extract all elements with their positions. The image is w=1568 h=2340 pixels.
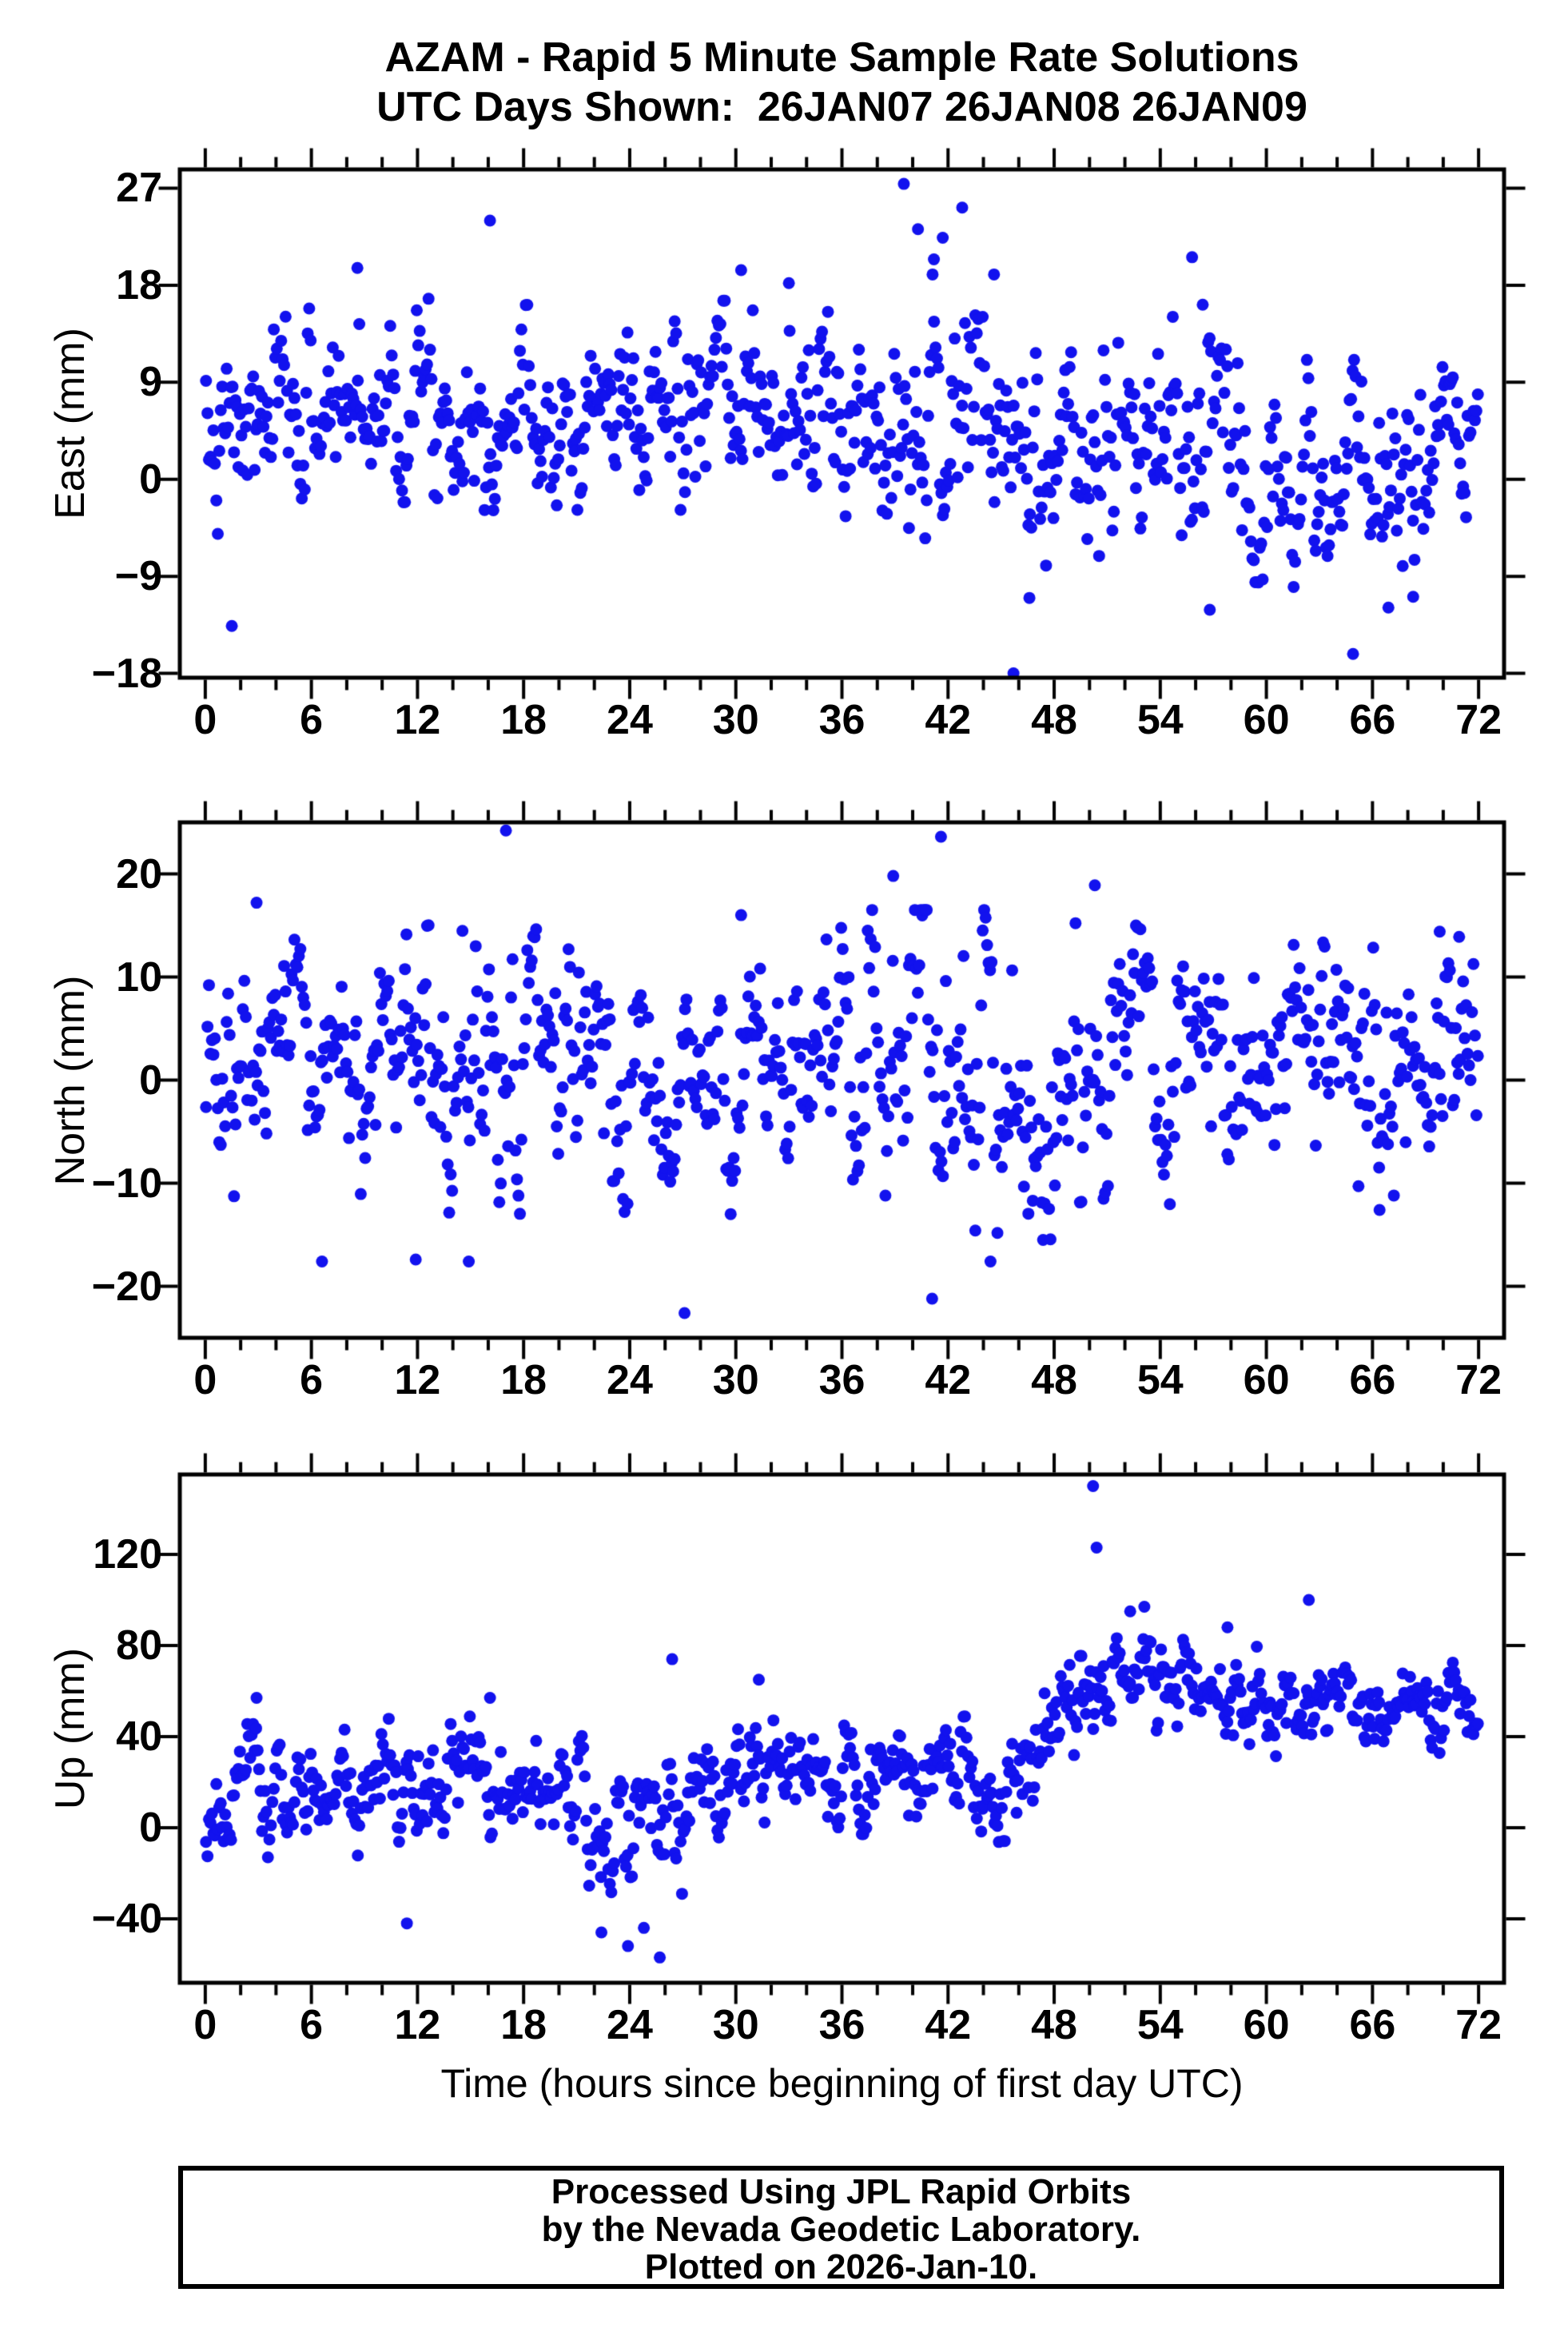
x-tick-label-up: 36 (818, 2002, 866, 2048)
x-tick-label-up: 18 (500, 2002, 547, 2048)
x-tick-label-north: 72 (1455, 1357, 1502, 1403)
y-tick-label-north: −20 (91, 1263, 162, 1310)
x-tick-label-east: 30 (712, 697, 759, 743)
x-tick-label-up: 66 (1349, 2002, 1396, 2048)
x-tick-label-up: 72 (1455, 2002, 1502, 2048)
x-tick-label-up: 6 (300, 2002, 324, 2048)
x-tick-label-north: 30 (712, 1357, 759, 1403)
footer-line-3: Plotted on 2026-Jan-10. (644, 2247, 1038, 2286)
x-tick-label-north: 24 (607, 1357, 653, 1403)
y-tick-label-east: −9 (114, 553, 162, 600)
y-tick-label-north: 20 (116, 850, 162, 897)
x-tick-label-east: 66 (1349, 697, 1396, 743)
y-tick-label-north: 0 (139, 1057, 162, 1104)
x-tick-label-east: 54 (1136, 697, 1184, 743)
x-tick-label-east: 6 (300, 697, 324, 743)
y-tick-label-north: 10 (116, 953, 162, 1001)
x-tick-label-east: 48 (1031, 697, 1077, 743)
y-tick-label-east: −18 (91, 650, 162, 697)
x-tick-label-east: 42 (925, 697, 972, 743)
plot-subtitle: UTC Days Shown: 26JAN07 26JAN08 26JAN09 (376, 84, 1307, 130)
x-tick-label-north: 36 (818, 1357, 866, 1403)
y-tick-label-up: 80 (116, 1622, 162, 1669)
x-tick-label-east: 72 (1455, 697, 1502, 743)
x-tick-label-north: 6 (300, 1357, 324, 1403)
x-tick-label-north: 66 (1349, 1357, 1396, 1403)
x-tick-label-up: 42 (925, 2002, 972, 2048)
y-tick-label-east: 0 (139, 456, 162, 503)
x-tick-label-east: 0 (193, 697, 217, 743)
x-tick-label-up: 0 (193, 2002, 217, 2048)
plot-title: AZAM - Rapid 5 Minute Sample Rate Soluti… (384, 34, 1299, 81)
y-tick-label-up: 40 (116, 1713, 162, 1760)
y-tick-label-east: 9 (139, 359, 162, 406)
footer-line-1: Processed Using JPL Rapid Orbits (551, 2172, 1132, 2211)
x-tick-label-up: 24 (607, 2002, 653, 2048)
x-tick-label-east: 24 (607, 697, 653, 743)
x-tick-label-up: 54 (1136, 2002, 1184, 2048)
x-tick-label-north: 42 (925, 1357, 972, 1403)
x-tick-label-east: 36 (818, 697, 866, 743)
footer-box: Processed Using JPL Rapid Orbits by the … (178, 2166, 1504, 2289)
y-tick-label-up: 120 (93, 1531, 162, 1578)
footer-line-2: by the Nevada Geodetic Laboratory. (541, 2210, 1141, 2249)
y-tick-label-east: 27 (116, 165, 162, 212)
x-tick-label-up: 60 (1243, 2002, 1290, 2048)
y-tick-label-up: 0 (139, 1804, 162, 1851)
x-tick-label-up: 12 (394, 2002, 441, 2048)
x-tick-label-up: 48 (1031, 2002, 1077, 2048)
x-tick-label-north: 54 (1136, 1357, 1184, 1403)
x-axis-label: Time (hours since beginning of first day… (440, 2061, 1244, 2106)
x-tick-label-north: 0 (193, 1357, 217, 1403)
x-tick-label-north: 60 (1243, 1357, 1290, 1403)
x-tick-label-east: 60 (1243, 697, 1290, 743)
x-tick-label-north: 12 (394, 1357, 441, 1403)
x-tick-label-north: 48 (1031, 1357, 1077, 1403)
y-tick-label-up: −40 (91, 1895, 162, 1942)
x-tick-label-up: 30 (712, 2002, 759, 2048)
x-tick-label-east: 12 (394, 697, 441, 743)
y-tick-label-east: 18 (116, 261, 162, 308)
x-tick-label-north: 18 (500, 1357, 547, 1403)
x-tick-label-east: 18 (500, 697, 547, 743)
y-tick-label-north: −10 (91, 1160, 162, 1207)
